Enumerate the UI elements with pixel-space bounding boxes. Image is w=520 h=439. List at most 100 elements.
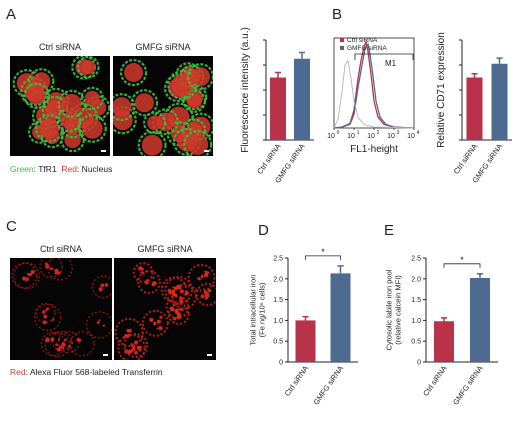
scale-bar: [207, 354, 212, 356]
category-label: Ctrl siRNA: [421, 364, 448, 398]
bar-gmfg: [491, 63, 508, 140]
histogram-series: [333, 59, 415, 129]
cell-nucleus: [61, 93, 82, 114]
cell-outline: [13, 262, 40, 290]
transferrin-puncta: [185, 299, 188, 302]
cell-membrane: [143, 111, 167, 135]
legend-red-target: : Nucleus: [76, 164, 113, 174]
y-tick-label: 0.5: [411, 339, 421, 346]
panel-e-bar-chart: Cytosolic labile iron pool (relative calc…: [385, 255, 498, 407]
x-tick-label: 10: [367, 133, 375, 140]
y-tick-label: 1.0: [411, 318, 421, 325]
transferrin-puncta: [138, 266, 143, 271]
transferrin-puncta: [71, 342, 74, 344]
transferrin-puncta: [200, 294, 205, 299]
bar-ctrl: [295, 320, 316, 362]
y-tick-label: 2.5: [411, 256, 421, 263]
cell-nucleus: [186, 93, 202, 109]
scale-bar: [204, 150, 209, 152]
cell-nucleus: [39, 118, 60, 139]
panel-a-ctrl-label: Ctrl siRNA: [39, 42, 81, 52]
bar-ctrl: [466, 77, 483, 140]
cell-membrane: [77, 56, 100, 79]
transferrin-puncta: [184, 291, 187, 294]
cell-outline: [51, 330, 73, 352]
cell-nucleus: [32, 72, 51, 91]
cell-membrane: [78, 114, 107, 143]
panel-a-gmfg-micrograph: [113, 56, 213, 156]
transferrin-puncta: [179, 289, 184, 294]
panel-d-bar-chart: Total intracellular iron (Fe ng/10⁶ cells…: [249, 247, 358, 407]
transferrin-puncta: [134, 350, 138, 355]
transferrin-puncta: [98, 287, 103, 292]
gate-m1: [354, 53, 414, 60]
transferrin-puncta: [156, 327, 159, 330]
legend-green-word: Green: [10, 164, 34, 174]
y-tick-label: 1.5: [273, 297, 283, 304]
x-tick-label: 10: [347, 133, 355, 140]
cell-nucleus: [27, 86, 46, 105]
transferrin-puncta: [140, 271, 144, 274]
x-tick-label: 10: [327, 133, 335, 140]
cell-nucleus: [147, 115, 162, 131]
bar-ctrl: [434, 321, 454, 362]
scale-bar: [101, 150, 106, 152]
transferrin-puncta: [127, 349, 132, 355]
transferrin-puncta: [204, 292, 210, 298]
panel-a-gmfg-label: GMFG siRNA: [135, 42, 191, 52]
panel-letter-b: B: [332, 6, 343, 23]
y-tick-label: 0.5: [273, 339, 283, 346]
cell-nucleus: [113, 97, 132, 117]
y-tick-label: 1.0: [273, 318, 283, 325]
transferrin-puncta: [204, 270, 207, 273]
cell-outline: [86, 311, 112, 339]
transferrin-puncta: [30, 269, 35, 275]
significance-marker: *: [460, 255, 464, 265]
transferrin-puncta: [138, 348, 142, 352]
legend-entry: GMFG siRNA: [347, 45, 387, 52]
legend-entry: Ctrl siRNA: [347, 37, 378, 44]
cell-outline: [34, 303, 62, 332]
panel-c-gmfg-label: GMFG siRNA: [137, 244, 193, 254]
transferrin-puncta: [45, 309, 48, 312]
transferrin-puncta: [54, 271, 58, 275]
x-tick-exponent: 0: [337, 130, 340, 136]
transferrin-puncta: [55, 343, 59, 347]
legend-red-word: Red: [61, 164, 77, 174]
cell-outline: [11, 262, 38, 289]
y-tick-label: 2.0: [273, 276, 283, 283]
transferrin-puncta: [98, 319, 101, 322]
y-tick-label: 0: [417, 360, 421, 367]
cell-nucleus: [81, 59, 96, 75]
transferrin-puncta: [102, 324, 105, 327]
transferrin-puncta: [197, 276, 201, 281]
cell-outline: [91, 275, 112, 299]
cell-outline: [114, 317, 144, 348]
cell-membrane: [56, 108, 81, 133]
transferrin-puncta: [49, 267, 53, 271]
cell-membrane: [137, 130, 167, 156]
transferrin-puncta: [145, 270, 147, 273]
cell-nucleus: [190, 67, 211, 87]
transferrin-puncta: [44, 262, 48, 266]
cell-outline: [47, 258, 73, 281]
transferrin-puncta: [159, 315, 163, 319]
cell-nucleus: [171, 74, 194, 97]
transferrin-puncta: [42, 320, 47, 325]
y-axis-label: Cytosolic labile iron pool: [385, 269, 394, 350]
bar-gmfg: [330, 273, 351, 362]
transferrin-puncta: [22, 276, 25, 279]
cell-outline: [167, 302, 190, 325]
category-label: Ctrl siRNA: [452, 142, 479, 176]
cell-membrane: [23, 82, 50, 109]
x-tick-label: 10: [407, 133, 415, 140]
transferrin-puncta: [172, 286, 175, 289]
transferrin-puncta: [169, 306, 175, 312]
cell-outline: [39, 258, 63, 279]
cell-membrane: [130, 89, 159, 117]
transferrin-puncta: [128, 328, 132, 333]
x-tick-exponent: 1: [357, 130, 360, 136]
legend-swatch: [340, 46, 344, 50]
y-axis-label: Relative CD71 expression: [436, 32, 447, 148]
